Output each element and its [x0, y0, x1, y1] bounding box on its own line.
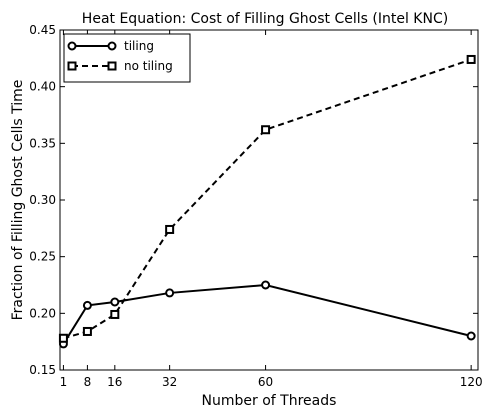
data-point-no-tiling: [110, 309, 120, 319]
y-tick-label: 0.30: [29, 193, 56, 207]
y-axis-ticks: 0.15 0.20 0.25 0.30 0.35 0.40 0.45: [29, 23, 478, 377]
x-tick-label: 60: [258, 375, 273, 389]
series-layer: [58, 54, 476, 349]
x-axis-ticks: 1 8 16 32 60 120: [60, 30, 483, 389]
x-tick-label: 16: [107, 375, 122, 389]
legend-label-tiling: tiling: [124, 39, 154, 53]
data-point-no-tiling: [466, 54, 476, 64]
legend-marker-tiling: [107, 41, 117, 51]
data-point-no-tiling: [261, 125, 271, 135]
data-point-no-tiling: [82, 326, 92, 336]
x-tick-label: 8: [84, 375, 92, 389]
series-line-no-tiling: [63, 58, 472, 340]
legend: tiling no tiling: [63, 33, 191, 83]
data-point-tiling: [466, 331, 476, 341]
y-tick-label: 0.20: [29, 306, 56, 320]
x-tick-label: 1: [60, 375, 68, 389]
data-point-tiling: [165, 288, 175, 298]
y-axis-label: Fraction of Filling Ghost Cells Time: [10, 80, 26, 321]
x-tick-label: 32: [162, 375, 177, 389]
y-tick-label: 0.25: [29, 250, 56, 264]
chart-title: Heat Equation: Cost of Filling Ghost Cel…: [82, 11, 448, 27]
legend-marker-tiling: [67, 41, 77, 51]
data-point-tiling: [261, 280, 271, 290]
legend-marker-no-tiling: [107, 61, 117, 71]
data-point-tiling: [82, 300, 92, 310]
series-line-tiling: [62, 283, 472, 345]
y-tick-label: 0.15: [29, 363, 56, 377]
data-point-no-tiling: [165, 224, 175, 234]
legend-marker-no-tiling: [67, 61, 77, 71]
y-tick-label: 0.45: [29, 23, 56, 37]
y-tick-label: 0.40: [29, 80, 56, 94]
x-tick-label: 120: [460, 375, 483, 389]
legend-label-no-tiling: no tiling: [124, 59, 173, 73]
x-axis-label: Number of Threads: [202, 393, 337, 409]
data-point-no-tiling: [58, 333, 68, 343]
y-tick-label: 0.35: [29, 136, 56, 150]
legend-box: [63, 33, 191, 83]
data-point-tiling: [110, 297, 120, 307]
